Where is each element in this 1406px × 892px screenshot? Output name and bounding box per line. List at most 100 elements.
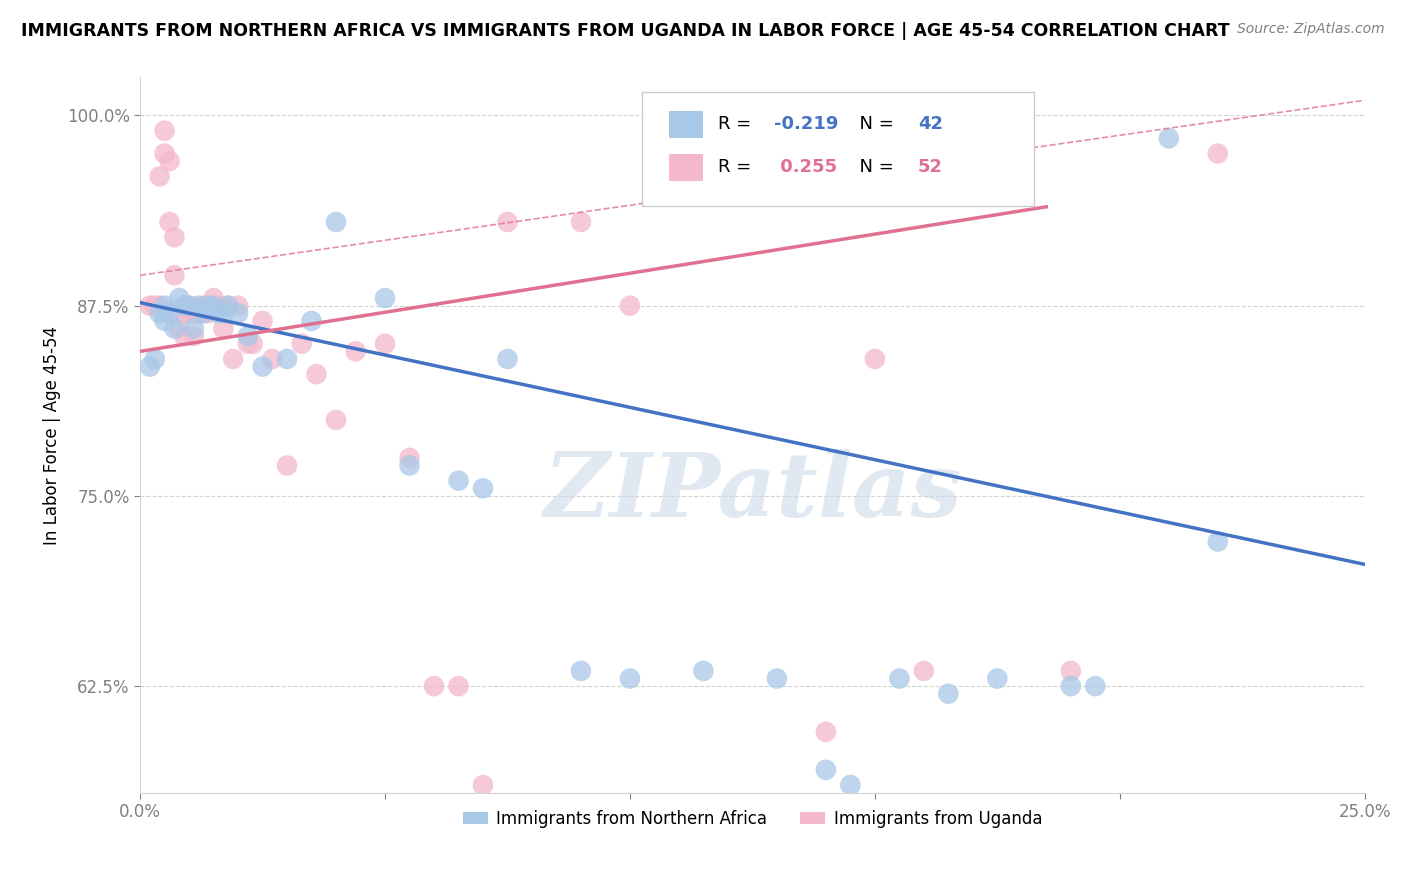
Point [226, 299, 249, 313]
Point [197, 299, 219, 313]
Point [153, 146, 176, 161]
Point [183, 321, 205, 335]
Text: N =: N = [848, 115, 900, 133]
Point [344, 344, 367, 359]
Point [472, 481, 495, 495]
Point [139, 359, 162, 374]
Point [325, 413, 347, 427]
Point [169, 291, 191, 305]
Text: 0.255: 0.255 [775, 158, 838, 176]
Point [217, 299, 239, 313]
Point [202, 291, 225, 305]
Point [149, 306, 172, 320]
Point [222, 351, 245, 366]
Point [912, 664, 935, 678]
Point [692, 664, 714, 678]
Point [814, 763, 837, 777]
Point [717, 124, 740, 138]
Point [374, 291, 396, 305]
Point [217, 299, 239, 313]
Point [139, 299, 162, 313]
Point [1060, 679, 1083, 693]
Text: ZIPatlas: ZIPatlas [544, 449, 962, 535]
Point [1157, 131, 1180, 145]
Point [1084, 679, 1107, 693]
Point [276, 458, 298, 473]
Point [153, 124, 176, 138]
Point [569, 215, 592, 229]
Point [619, 672, 641, 686]
Point [153, 314, 176, 328]
Point [183, 329, 205, 343]
Point [177, 299, 200, 313]
Point [183, 306, 205, 320]
Point [472, 778, 495, 792]
Point [202, 299, 225, 313]
Bar [669, 154, 703, 181]
Point [619, 299, 641, 313]
Point [163, 321, 186, 335]
Point [212, 306, 235, 320]
Point [207, 306, 229, 320]
Point [236, 336, 259, 351]
Text: 42: 42 [918, 115, 943, 133]
Point [159, 154, 181, 169]
Point [236, 329, 259, 343]
Point [143, 299, 166, 313]
Point [163, 230, 186, 244]
Point [149, 169, 172, 184]
Point [839, 778, 862, 792]
Point [447, 474, 470, 488]
Text: IMMIGRANTS FROM NORTHERN AFRICA VS IMMIGRANTS FROM UGANDA IN LABOR FORCE | AGE 4: IMMIGRANTS FROM NORTHERN AFRICA VS IMMIG… [21, 22, 1230, 40]
Point [305, 367, 328, 381]
Point [374, 336, 396, 351]
Bar [669, 112, 703, 138]
Point [193, 306, 215, 320]
Text: R =: R = [718, 115, 756, 133]
Point [159, 215, 181, 229]
Point [252, 359, 274, 374]
Point [447, 679, 470, 693]
Point [863, 351, 886, 366]
Legend: Immigrants from Northern Africa, Immigrants from Uganda: Immigrants from Northern Africa, Immigra… [456, 803, 1049, 834]
Point [766, 672, 789, 686]
Point [242, 336, 264, 351]
FancyBboxPatch shape [643, 92, 1033, 206]
Point [398, 450, 420, 465]
Point [149, 299, 172, 313]
Text: -0.219: -0.219 [775, 115, 839, 133]
Y-axis label: In Labor Force | Age 45-54: In Labor Force | Age 45-54 [44, 326, 60, 544]
Point [193, 299, 215, 313]
Point [177, 306, 200, 320]
Point [496, 215, 519, 229]
Point [938, 687, 960, 701]
Point [398, 458, 420, 473]
Text: 52: 52 [918, 158, 943, 176]
Point [177, 299, 200, 313]
Point [212, 321, 235, 335]
Point [569, 664, 592, 678]
Point [143, 351, 166, 366]
Point [226, 306, 249, 320]
Point [187, 306, 209, 320]
Text: R =: R = [718, 158, 756, 176]
Point [252, 314, 274, 328]
Point [173, 299, 195, 313]
Point [889, 672, 911, 686]
Point [1060, 664, 1083, 678]
Point [814, 724, 837, 739]
Point [1206, 534, 1229, 549]
Point [197, 306, 219, 320]
Point [207, 299, 229, 313]
Point [325, 215, 347, 229]
Point [262, 351, 284, 366]
Point [1206, 146, 1229, 161]
Point [187, 299, 209, 313]
Point [153, 299, 176, 313]
Text: N =: N = [848, 158, 900, 176]
Text: Source: ZipAtlas.com: Source: ZipAtlas.com [1237, 22, 1385, 37]
Point [291, 336, 314, 351]
Point [423, 679, 446, 693]
Point [986, 131, 1008, 145]
Point [163, 268, 186, 283]
